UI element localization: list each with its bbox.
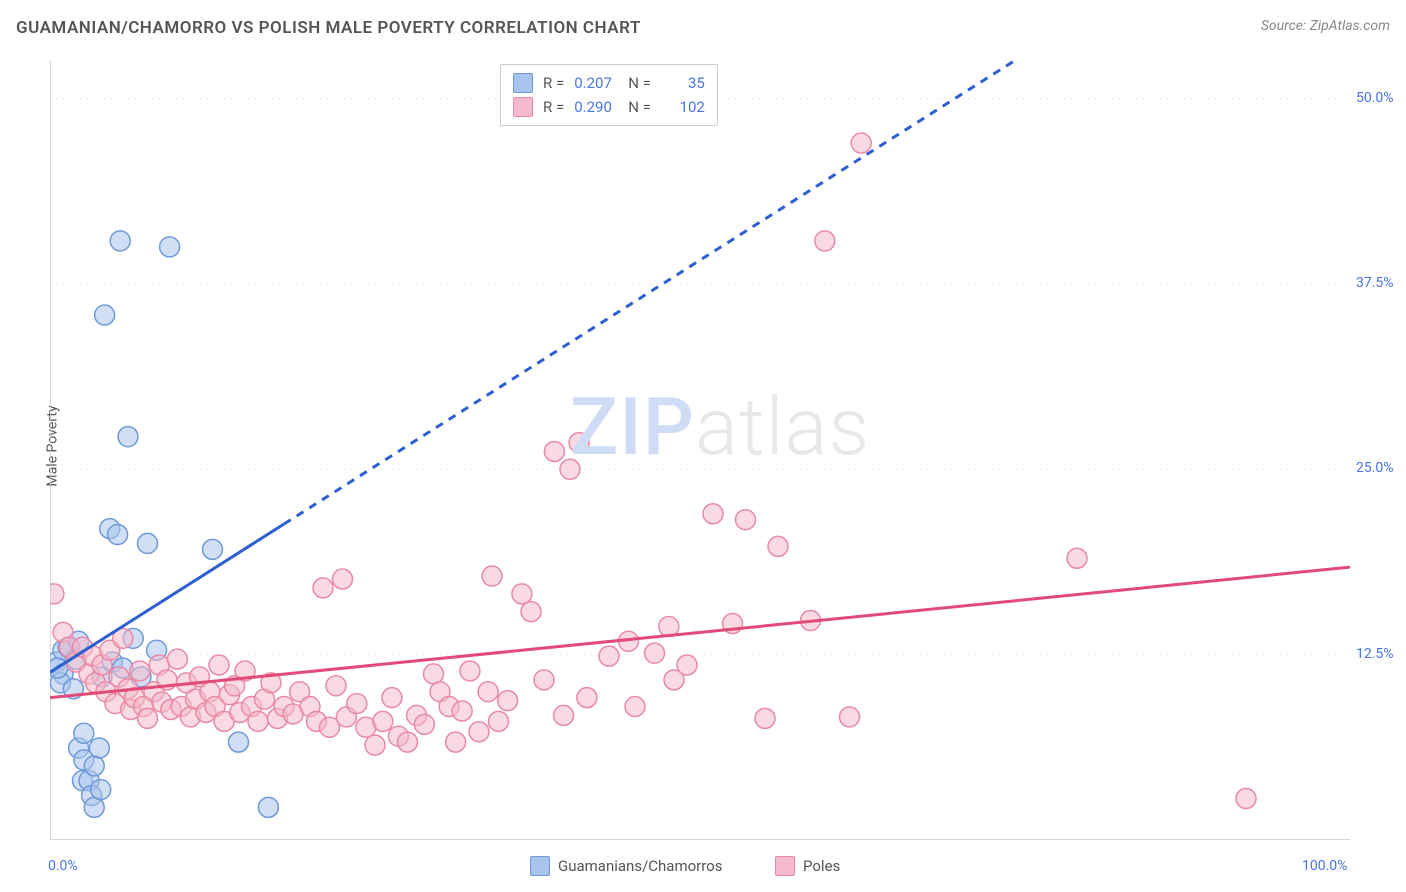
corr-swatch <box>513 97 533 117</box>
y-tick-12-5: 12.5% <box>1356 646 1394 662</box>
chart-plot-area <box>50 60 1350 840</box>
legend-item-poles: Poles <box>775 856 840 876</box>
x-tick-100: 100.0% <box>1302 858 1347 874</box>
legend-item-guamanians: Guamanians/Chamorros <box>530 856 722 876</box>
corr-swatch <box>513 73 533 93</box>
correlation-row: R = 0.207 N = 35 <box>513 71 705 95</box>
source-name: ZipAtlas.com <box>1310 18 1390 34</box>
correlation-legend-box: R = 0.207 N = 35 R = 0.290 N = 102 <box>500 64 718 126</box>
scatter-chart-svg <box>50 60 1350 840</box>
corr-r-value: 0.290 <box>574 98 618 116</box>
y-tick-25-0: 25.0% <box>1356 460 1394 476</box>
x-tick-0: 0.0% <box>48 858 78 874</box>
corr-n-label: N = <box>628 98 651 116</box>
legend-label-poles: Poles <box>803 857 840 875</box>
legend-label-guamanians: Guamanians/Chamorros <box>558 857 722 875</box>
legend-swatch-blue <box>530 856 550 876</box>
chart-title: GUAMANIAN/CHAMORRO VS POLISH MALE POVERT… <box>16 18 641 38</box>
corr-n-value: 102 <box>661 98 705 116</box>
corr-r-label: R = <box>543 98 564 116</box>
corr-n-label: N = <box>628 74 651 92</box>
corr-n-value: 35 <box>661 74 705 92</box>
source-attribution: Source: ZipAtlas.com <box>1261 18 1390 34</box>
corr-r-value: 0.207 <box>574 74 618 92</box>
source-prefix: Source: <box>1261 18 1310 34</box>
y-tick-50-0: 50.0% <box>1356 90 1394 106</box>
y-tick-37-5: 37.5% <box>1356 275 1394 291</box>
corr-r-label: R = <box>543 74 564 92</box>
legend-swatch-pink <box>775 856 795 876</box>
correlation-row: R = 0.290 N = 102 <box>513 95 705 119</box>
